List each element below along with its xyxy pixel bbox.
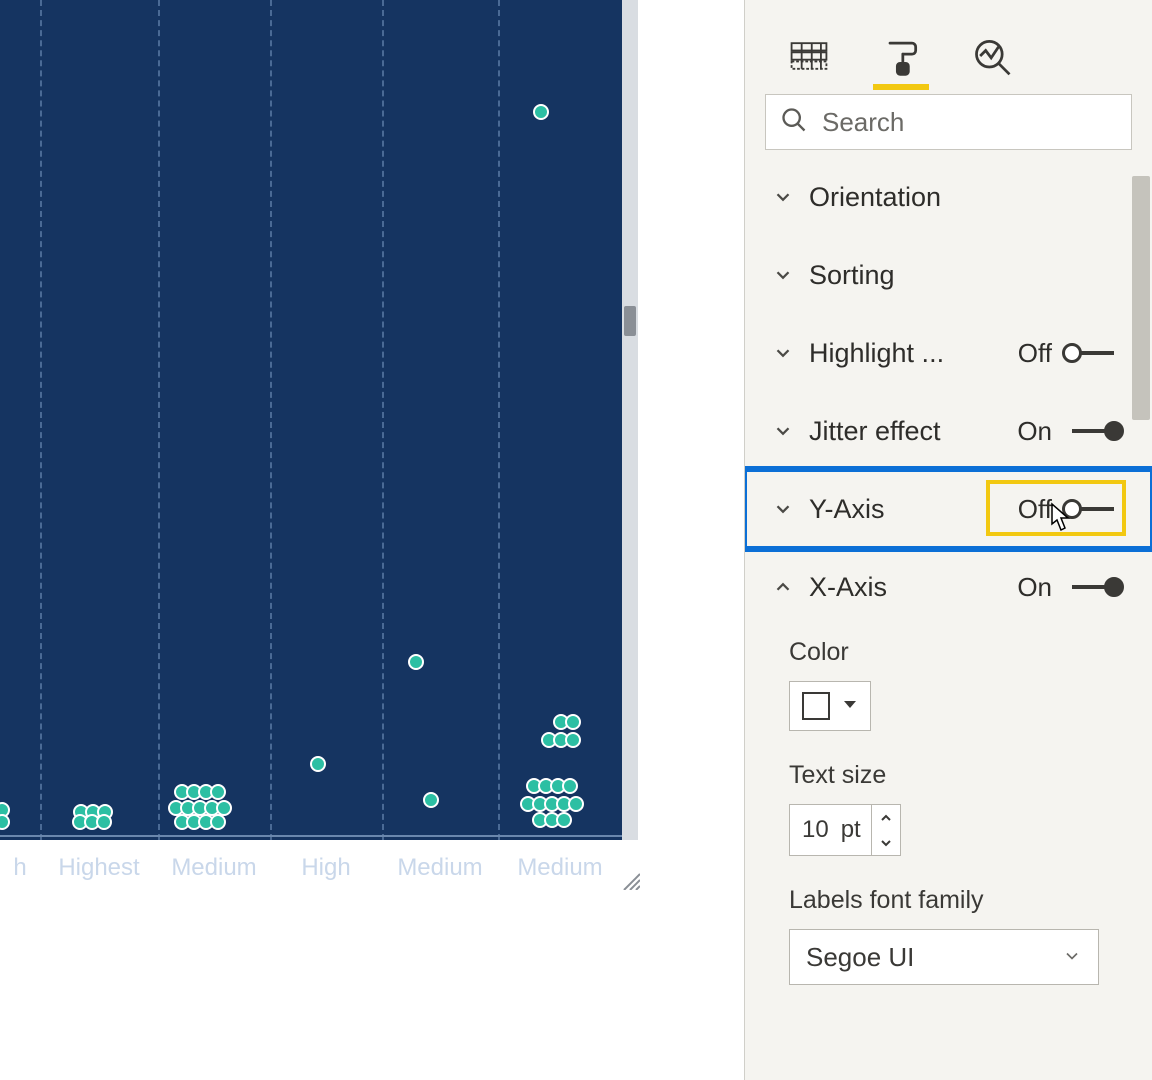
font-value: Segoe UI — [806, 942, 914, 973]
chevron-down-icon — [769, 417, 797, 445]
chevron-down-icon — [769, 339, 797, 367]
x-axis-label: Medium — [382, 844, 498, 892]
section-label: Sorting — [809, 260, 1124, 291]
section-label: Y-Axis — [809, 494, 1006, 525]
caret-down-icon — [842, 696, 858, 717]
tab-fields-icon[interactable] — [785, 32, 833, 80]
scatter-point — [408, 654, 424, 670]
toggle-state-label: Off — [1006, 338, 1052, 369]
active-tab-underline — [873, 84, 929, 90]
chart-scrollbar-thumb[interactable] — [624, 306, 636, 336]
x-axis-labels: hHighestMediumHighMediumMedium — [0, 844, 622, 892]
text-size-input[interactable]: 10 pt — [789, 804, 901, 856]
toggle-state-label: On — [1006, 572, 1052, 603]
section-label: Highlight ... — [809, 338, 1006, 369]
x-axis-label: Highest — [40, 844, 158, 892]
textsize-label: Text size — [789, 761, 1124, 790]
scatter-point — [562, 778, 578, 794]
search-container — [765, 94, 1132, 150]
section-sorting[interactable]: Sorting — [745, 236, 1152, 314]
scatter-point — [533, 104, 549, 120]
tab-format-icon[interactable] — [877, 32, 925, 80]
xaxis-color-group: Color — [745, 626, 1152, 749]
chart-pane: hHighestMediumHighMediumMedium — [0, 0, 680, 896]
spinner-down-button[interactable] — [872, 830, 900, 855]
chevron-down-icon — [769, 183, 797, 211]
scatter-plot — [0, 0, 622, 840]
text-size-value: 10 — [790, 816, 841, 844]
chevron-down-icon — [1062, 942, 1082, 973]
section-yaxis[interactable]: Y-Axis Off — [745, 470, 1152, 548]
highlight-toggle[interactable] — [1062, 341, 1124, 365]
format-panel: Orientation Sorting Highlight ... Off Ji… — [744, 0, 1152, 1080]
scatter-point — [568, 796, 584, 812]
search-icon — [780, 106, 822, 139]
scatter-point — [210, 814, 226, 830]
section-orientation[interactable]: Orientation — [745, 158, 1152, 236]
scatter-point — [565, 714, 581, 730]
x-axis-label: h — [0, 844, 40, 892]
scatter-point — [423, 792, 439, 808]
text-size-unit: pt — [841, 816, 871, 844]
tab-analytics-icon[interactable] — [969, 32, 1017, 80]
spinner-up-button[interactable] — [872, 805, 900, 830]
x-axis-label: Medium — [498, 844, 622, 892]
color-swatch — [802, 692, 830, 720]
yaxis-toggle[interactable] — [1062, 497, 1124, 521]
x-axis-label: High — [270, 844, 382, 892]
section-xaxis[interactable]: X-Axis On — [745, 548, 1152, 626]
jitter-toggle[interactable] — [1062, 419, 1124, 443]
x-axis-label: Medium — [158, 844, 270, 892]
scatter-point — [565, 732, 581, 748]
format-sections: Orientation Sorting Highlight ... Off Ji… — [745, 158, 1152, 1058]
color-label: Color — [789, 638, 1124, 667]
section-label: X-Axis — [809, 572, 1006, 603]
section-jitter[interactable]: Jitter effect On — [745, 392, 1152, 470]
search-input[interactable] — [822, 107, 1117, 138]
xaxis-font-group: Labels font family Segoe UI — [745, 874, 1152, 1003]
scatter-point — [210, 784, 226, 800]
xaxis-textsize-group: Text size 10 pt — [745, 749, 1152, 874]
section-label: Jitter effect — [809, 416, 1006, 447]
section-label: Orientation — [809, 182, 1124, 213]
scatter-point — [0, 814, 10, 830]
xaxis-toggle[interactable] — [1062, 575, 1124, 599]
toggle-state-label: Off — [1006, 494, 1052, 525]
chevron-down-icon — [769, 261, 797, 289]
panel-tabs — [745, 0, 1152, 80]
panel-scrollbar-thumb[interactable] — [1132, 176, 1150, 420]
resize-handle-icon[interactable] — [620, 870, 640, 890]
color-picker[interactable] — [789, 681, 871, 731]
x-axis-baseline — [0, 835, 622, 837]
chevron-down-icon — [769, 495, 797, 523]
spinner — [871, 805, 900, 855]
chart-scrollbar-track[interactable] — [622, 0, 638, 840]
font-label: Labels font family — [789, 886, 1124, 915]
chevron-up-icon — [769, 573, 797, 601]
scatter-point — [556, 812, 572, 828]
scatter-point — [310, 756, 326, 772]
toggle-state-label: On — [1006, 416, 1052, 447]
scatter-point — [96, 814, 112, 830]
search-box[interactable] — [765, 94, 1132, 150]
section-highlight[interactable]: Highlight ... Off — [745, 314, 1152, 392]
font-family-select[interactable]: Segoe UI — [789, 929, 1099, 985]
